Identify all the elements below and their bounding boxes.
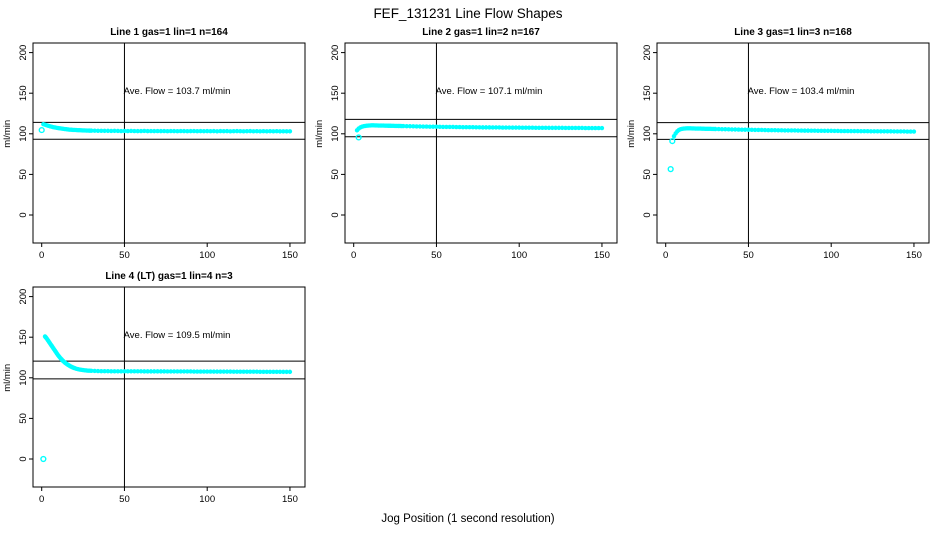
plot-line-1: 0 50 100 150 0 50 100 150 200 ml/min Ave. Flow = 1… xyxy=(2,42,306,261)
svg-text:100: 100 xyxy=(18,126,29,142)
svg-text:0: 0 xyxy=(18,212,29,217)
svg-text:50: 50 xyxy=(642,169,653,180)
panel-title-line-3: Line 3 gas=1 lin=3 n=168 xyxy=(734,27,852,38)
svg-text:100: 100 xyxy=(642,126,653,142)
svg-text:150: 150 xyxy=(594,250,610,261)
panel-line-2: Line 2 gas=1 lin=2 n=167 0 50 100 150 0 50 100… xyxy=(312,26,624,270)
svg-text:50: 50 xyxy=(330,169,341,180)
svg-text:100: 100 xyxy=(330,126,341,142)
svg-text:0: 0 xyxy=(642,212,653,217)
svg-text:ml/min: ml/min xyxy=(2,120,13,148)
svg-text:50: 50 xyxy=(431,250,442,261)
svg-text:100: 100 xyxy=(18,370,29,386)
svg-text:150: 150 xyxy=(282,494,298,505)
svg-text:100: 100 xyxy=(511,250,527,261)
svg-text:50: 50 xyxy=(18,413,29,424)
svg-text:50: 50 xyxy=(743,250,754,261)
svg-text:0: 0 xyxy=(39,494,44,505)
svg-text:150: 150 xyxy=(282,250,298,261)
svg-text:ml/min: ml/min xyxy=(626,120,637,148)
svg-text:Ave. Flow = 103.7 ml/min: Ave. Flow = 103.7 ml/min xyxy=(124,86,231,97)
svg-text:ml/min: ml/min xyxy=(2,364,13,392)
plot-line-4: 0 50 100 150 0 50 100 150 200 ml/min Ave. Flow = 1… xyxy=(2,286,306,505)
svg-text:200: 200 xyxy=(18,289,29,305)
svg-text:0: 0 xyxy=(330,212,341,217)
x-axis-label: Jog Position (1 second resolution) xyxy=(381,513,555,525)
svg-text:200: 200 xyxy=(330,45,341,61)
panel-title-line-4: Line 4 (LT) gas=1 lin=4 n=3 xyxy=(105,271,233,282)
svg-text:150: 150 xyxy=(330,85,341,101)
svg-text:0: 0 xyxy=(18,456,29,461)
svg-text:100: 100 xyxy=(199,494,215,505)
svg-text:50: 50 xyxy=(119,494,130,505)
svg-text:0: 0 xyxy=(39,250,44,261)
svg-text:150: 150 xyxy=(642,85,653,101)
svg-text:100: 100 xyxy=(823,250,839,261)
panel-line-1: Line 1 gas=1 lin=1 n=164 0 50 100 150 0 50 100… xyxy=(0,26,312,270)
svg-text:Ave. Flow = 103.4 ml/min: Ave. Flow = 103.4 ml/min xyxy=(748,86,855,97)
svg-text:150: 150 xyxy=(18,329,29,345)
svg-text:50: 50 xyxy=(18,169,29,180)
svg-text:ml/min: ml/min xyxy=(314,120,325,148)
panel-line-3: Line 3 gas=1 lin=3 n=168 0 50 100 150 0 50 100… xyxy=(624,26,936,270)
plot-line-3: 0 50 100 150 0 50 100 150 200 ml/min Ave. Flow = 1… xyxy=(626,42,930,261)
page-title: FEF_131231 Line Flow Shapes xyxy=(373,6,563,21)
svg-text:100: 100 xyxy=(199,250,215,261)
svg-text:0: 0 xyxy=(351,250,356,261)
svg-text:150: 150 xyxy=(18,85,29,101)
svg-text:Ave. Flow = 107.1 ml/min: Ave. Flow = 107.1 ml/min xyxy=(436,86,543,97)
panel-line-4: Line 4 (LT) gas=1 lin=4 n=3 0 50 100 150 0 50… xyxy=(0,270,312,514)
svg-text:Ave. Flow = 109.5 ml/min: Ave. Flow = 109.5 ml/min xyxy=(124,330,231,341)
svg-text:200: 200 xyxy=(642,45,653,61)
svg-text:50: 50 xyxy=(119,250,130,261)
plot-line-2: 0 50 100 150 0 50 100 150 200 ml/min Ave. Flow = 1… xyxy=(314,42,618,261)
panel-title-line-1: Line 1 gas=1 lin=1 n=164 xyxy=(110,27,228,38)
svg-text:150: 150 xyxy=(906,250,922,261)
svg-text:0: 0 xyxy=(663,250,668,261)
svg-text:200: 200 xyxy=(18,45,29,61)
panel-title-line-2: Line 2 gas=1 lin=2 n=167 xyxy=(422,27,540,38)
